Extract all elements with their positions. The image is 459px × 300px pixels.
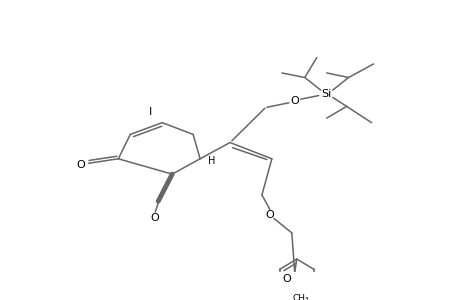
Text: CH₃: CH₃ [292,294,308,300]
Text: H: H [208,156,215,166]
Text: O: O [265,210,274,220]
Text: Si: Si [321,89,331,99]
Text: O: O [151,212,159,223]
Text: O: O [282,274,291,284]
Text: O: O [76,160,84,170]
Text: I: I [148,107,151,117]
Text: O: O [290,96,298,106]
